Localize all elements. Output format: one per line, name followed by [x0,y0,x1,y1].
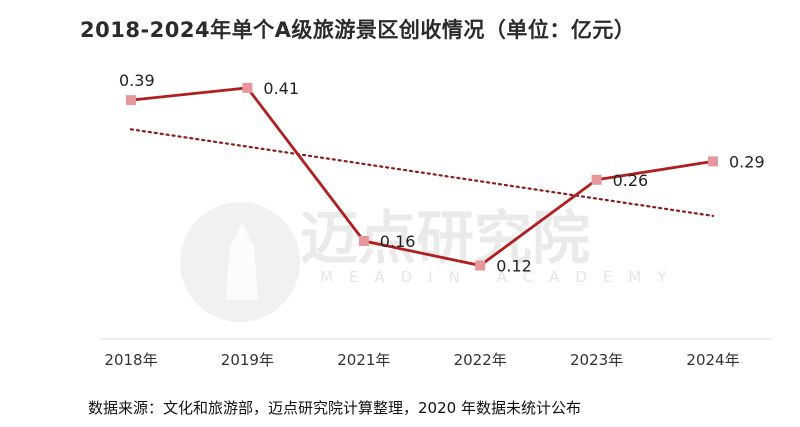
data-label-3: 0.12 [496,257,532,276]
watermark-tower-icon [226,222,258,300]
data-point-3 [475,260,486,271]
data-label-5: 0.29 [729,152,765,171]
data-label-0: 0.39 [119,71,155,90]
x-tick-1: 2019年 [221,351,274,369]
marker-layer [126,82,718,271]
data-point-1 [242,82,253,93]
trendline-layer [129,128,715,218]
series-line-layer [130,86,714,267]
series-line [130,86,714,267]
data-label-4: 0.26 [613,171,649,190]
data-source-note: 数据来源：文化和旅游部，迈点研究院计算整理，2020 年数据未统计公布 [88,399,581,417]
data-point-5 [708,156,718,167]
x-tick-2: 2021年 [337,351,390,369]
data-label-1: 0.41 [263,79,299,98]
x-tick-4: 2023年 [570,351,623,369]
data-point-2 [358,236,369,246]
x-tick-3: 2022年 [454,351,507,369]
data-label-layer: 0.39 0.41 0.16 0.12 0.26 0.29 [119,71,765,275]
x-tick-0: 2018年 [104,351,157,369]
x-tick-layer: 2018年 2019年 2021年 2022年 2023年 2024年 [104,351,739,369]
chart-title: 2018-2024年单个A级旅游景区创收情况（单位：亿元） [80,18,636,42]
data-label-2: 0.16 [380,232,416,251]
trendline [129,128,715,218]
watermark: 迈点研究院 MEADIN ACADEMY [180,202,683,322]
data-point-4 [591,174,602,185]
data-point-0 [126,95,136,106]
watermark-subtext: MEADIN ACADEMY [320,268,683,286]
x-tick-5: 2024年 [686,351,739,369]
watermark-text: 迈点研究院 [300,204,590,272]
